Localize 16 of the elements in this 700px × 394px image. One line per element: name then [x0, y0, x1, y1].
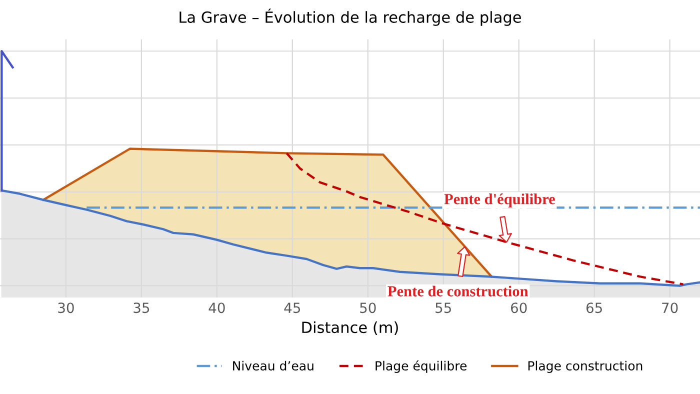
annotation: Pente de construction — [388, 286, 528, 296]
x-tick-label: 45 — [284, 302, 300, 314]
x-axis-title: Distance (m) — [302, 321, 398, 335]
legend-label: Plage équilibre — [376, 360, 467, 373]
x-tick-label: 30 — [58, 302, 74, 314]
chart-title: La Grave – Évolution de la recharge de plage — [180, 8, 521, 26]
x-tick-label: 35 — [134, 302, 150, 314]
x-tick-label: 65 — [586, 302, 602, 314]
x-tick-label: 70 — [662, 302, 678, 314]
x-tick-label: 40 — [208, 302, 225, 314]
x-tick-label: 60 — [510, 302, 527, 314]
legend-label: Niveau d’eau — [233, 360, 314, 371]
legend-label: Plage construction — [528, 360, 642, 373]
x-tick-label: 55 — [436, 302, 451, 314]
annotation: Pente d'équilibre — [444, 194, 555, 208]
x-tick-label: 50 — [360, 302, 376, 314]
